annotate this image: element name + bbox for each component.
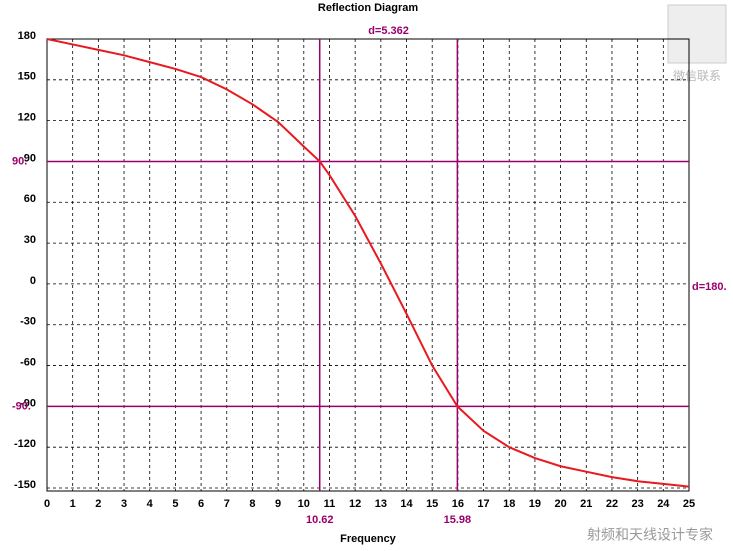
x-tick-label: 16: [452, 498, 464, 510]
x-tick-label: 4: [147, 498, 154, 510]
x-tick-label: 18: [503, 498, 515, 510]
y-tick-label: 60: [24, 193, 36, 205]
x-tick-label: 14: [400, 498, 413, 510]
x-tick-label: 6: [198, 498, 204, 510]
x-tick-label: 25: [683, 498, 695, 510]
y-tick-label: 180: [18, 30, 36, 42]
annotation: d=5.362: [368, 25, 409, 37]
x-tick-label: 9: [275, 498, 281, 510]
x-tick-label: 20: [554, 498, 566, 510]
marker-label: -90.: [12, 400, 31, 412]
x-tick-label: 23: [632, 498, 644, 510]
x-axis-title: Frequency: [340, 533, 397, 545]
x-tick-label: 12: [349, 498, 361, 510]
x-tick-label: 0: [44, 498, 50, 510]
y-tick-label: -90: [20, 397, 36, 409]
y-tick-label: 120: [18, 112, 36, 124]
x-tick-label: 11: [324, 498, 336, 510]
y-tick-label: 0: [30, 275, 36, 287]
annotation: d=180.: [692, 281, 727, 293]
x-tick-label: 10: [298, 498, 310, 510]
x-tick-label: 7: [224, 498, 230, 510]
x-tick-label: 1: [70, 498, 76, 510]
x-tick-label: 22: [606, 498, 618, 510]
y-tick-label: -150: [14, 479, 36, 491]
marker-label: 90.: [12, 155, 27, 167]
qr-code: [667, 4, 727, 64]
plot-frame: [46, 38, 690, 492]
watermark-contact: 微信联系: [673, 69, 721, 83]
x-tick-label: 8: [249, 498, 255, 510]
x-tick-label: 21: [580, 498, 592, 510]
x-tick-label: 13: [375, 498, 387, 510]
x-tick-label: 15: [426, 498, 438, 510]
y-tick-label: -30: [20, 316, 36, 328]
y-tick-label: 30: [24, 234, 36, 246]
marker-label: 10.62: [306, 514, 334, 526]
x-tick-label: 5: [172, 498, 178, 510]
watermark-slogan: 射频和天线设计专家: [587, 527, 713, 543]
marker-label: 15.98: [444, 514, 472, 526]
x-tick-label: 17: [477, 498, 489, 510]
x-tick-label: 3: [121, 498, 127, 510]
x-tick-label: 19: [529, 498, 541, 510]
y-tick-label: 150: [18, 71, 36, 83]
x-tick-label: 2: [95, 498, 101, 510]
curve: [46, 38, 690, 488]
x-tick-label: 24: [657, 498, 670, 510]
y-tick-label: -60: [20, 356, 36, 368]
y-tick-label: -120: [14, 438, 36, 450]
y-tick-label: 90: [24, 152, 36, 164]
chart-title: Reflection Diagram: [318, 2, 418, 14]
